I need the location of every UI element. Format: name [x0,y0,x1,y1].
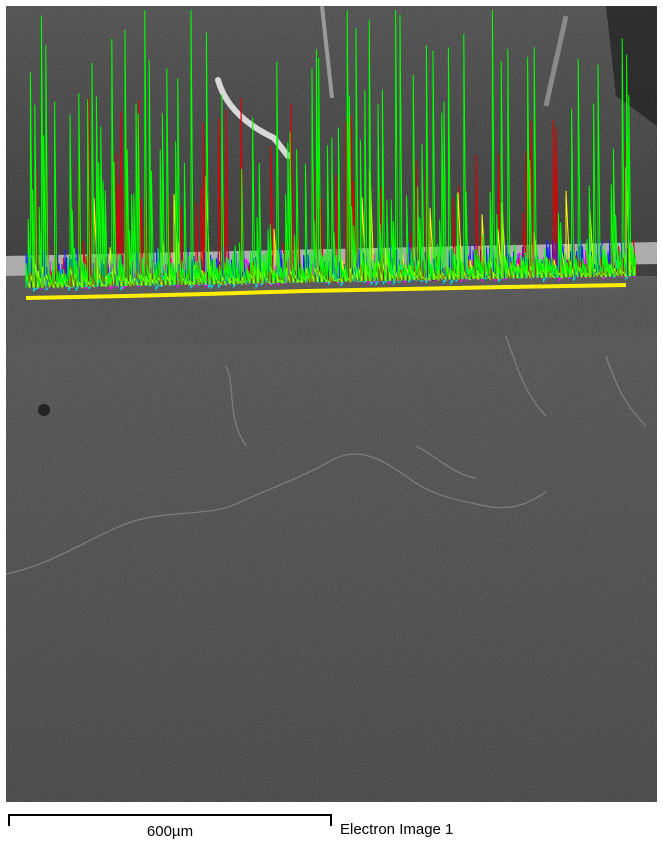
scale-bar-label: 600µm [146,823,194,840]
image-caption: Electron Image 1 [340,821,454,838]
fiber-strand-right [543,15,569,107]
sem-micrograph [6,6,657,802]
substrate-cracks [6,335,647,575]
sem-image [6,6,657,802]
scale-bar-tick-right [330,814,332,826]
scale-bar-line [8,814,332,816]
scale-bar: 600µm Electron Image 1 [0,806,663,846]
fiber-debris [215,77,291,159]
noise-texture [6,6,657,802]
eds-trace-5 [25,9,636,289]
scan-line [25,283,627,300]
fiber-strand [320,6,334,99]
interface-zone [6,276,657,346]
eds-line-scan [25,9,637,293]
scale-bar-tick-left [8,814,10,826]
dark-corner [606,6,657,126]
pore [38,404,50,416]
